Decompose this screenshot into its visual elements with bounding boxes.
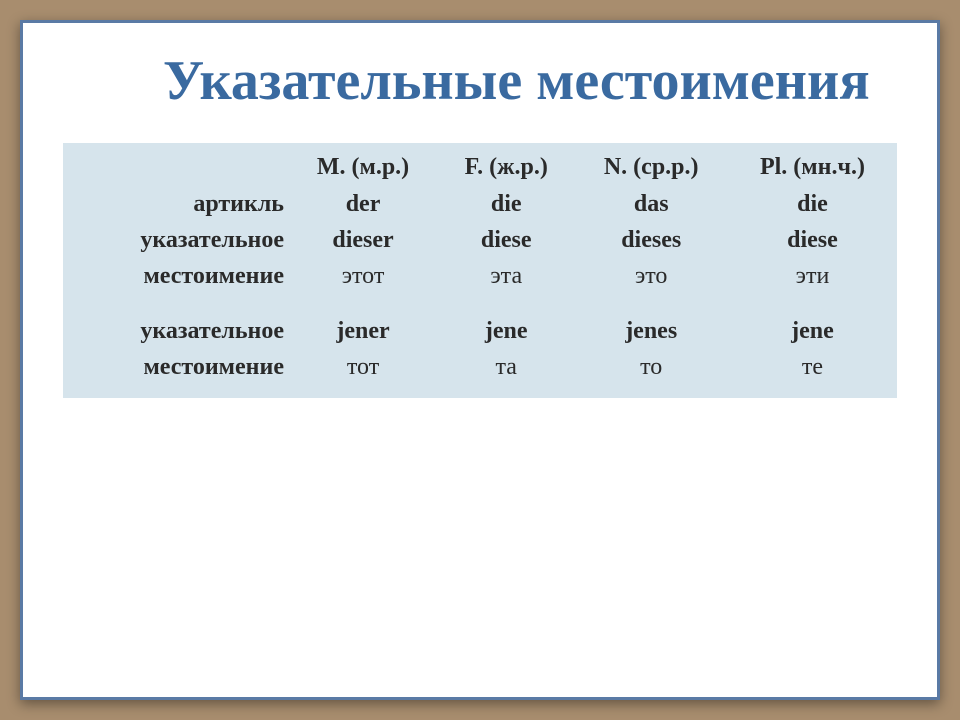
artikl-n: das xyxy=(574,186,728,222)
dem2-ru-n: то xyxy=(574,349,728,397)
row-dem1-ru: местоимение этот эта это эти xyxy=(63,258,897,294)
dem1-de-n: dieses xyxy=(574,222,728,258)
dem2-de-pl: jene xyxy=(728,313,897,349)
dem2-de-n: jenes xyxy=(574,313,728,349)
dem1-de-pl: diese xyxy=(728,222,897,258)
row-dem2-label2: местоимение xyxy=(63,349,288,397)
dem1-de-m: dieser xyxy=(288,222,438,258)
gap-row xyxy=(63,295,897,313)
col-n: N. (ср.р.) xyxy=(574,143,728,185)
dem1-de-f: diese xyxy=(438,222,574,258)
row-artikl: артикль der die das die xyxy=(63,186,897,222)
slide-title: Указательные местоимения xyxy=(163,48,897,115)
col-f: F. (ж.р.) xyxy=(438,143,574,185)
row-dem1-de: указательное dieser diese dieses diese xyxy=(63,222,897,258)
col-pl: Pl. (мн.ч.) xyxy=(728,143,897,185)
artikl-f: die xyxy=(438,186,574,222)
dem1-ru-f: эта xyxy=(438,258,574,294)
row-artikl-label: артикль xyxy=(63,186,288,222)
dem2-ru-pl: те xyxy=(728,349,897,397)
slide-frame: Указательные местоимения M. (м.р.) F. (ж… xyxy=(20,20,940,700)
table-header-row: M. (м.р.) F. (ж.р.) N. (ср.р.) Pl. (мн.ч… xyxy=(63,143,897,185)
dem2-de-m: jener xyxy=(288,313,438,349)
dem1-ru-pl: эти xyxy=(728,258,897,294)
row-dem1-label2: местоимение xyxy=(63,258,288,294)
dem2-ru-f: та xyxy=(438,349,574,397)
row-dem1-label1: указательное xyxy=(63,222,288,258)
dem2-ru-m: тот xyxy=(288,349,438,397)
row-dem2-ru: местоимение тот та то те xyxy=(63,349,897,397)
col-m: M. (м.р.) xyxy=(288,143,438,185)
row-dem2-label1: указательное xyxy=(63,313,288,349)
dem2-de-f: jene xyxy=(438,313,574,349)
artikl-pl: die xyxy=(728,186,897,222)
pronoun-table: M. (м.р.) F. (ж.р.) N. (ср.р.) Pl. (мн.ч… xyxy=(63,143,897,397)
artikl-m: der xyxy=(288,186,438,222)
dem1-ru-m: этот xyxy=(288,258,438,294)
header-blank xyxy=(63,143,288,185)
dem1-ru-n: это xyxy=(574,258,728,294)
row-dem2-de: указательное jener jene jenes jene xyxy=(63,313,897,349)
